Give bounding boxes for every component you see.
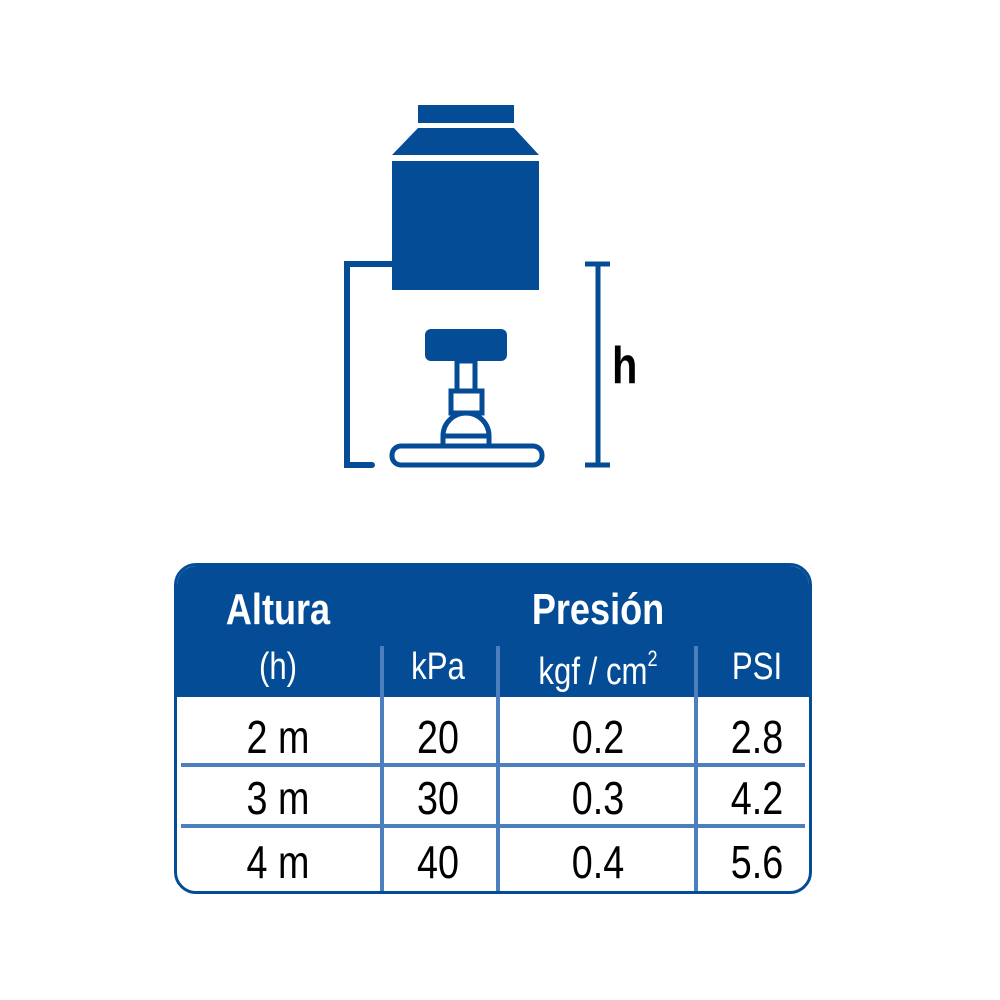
cell-height: 4 m [246, 836, 310, 888]
cell-kpa: 40 [417, 836, 459, 888]
header-kgf-superscript: 2 [647, 646, 658, 671]
header-kgf-text: kgf / cm [538, 651, 648, 693]
header-pressure: Presión [531, 585, 665, 634]
height-dimension-line [585, 261, 610, 468]
cell-kpa: 20 [417, 711, 459, 763]
cell-kgf: 0.2 [571, 711, 625, 763]
row-divider [181, 763, 805, 767]
header-psi: PSI [731, 646, 783, 688]
cell-height: 3 m [246, 772, 310, 824]
height-label: h [612, 337, 638, 395]
table-header [177, 566, 809, 697]
water-tank-icon [392, 105, 539, 290]
header-height: Altura [225, 585, 331, 634]
header-kpa: kPa [411, 646, 465, 688]
column-divider [496, 646, 500, 891]
tank-shower-illustration [344, 105, 610, 468]
row-divider [181, 824, 805, 828]
shower-head-icon [389, 329, 545, 468]
pipe [344, 261, 395, 468]
cell-psi: 5.6 [730, 836, 784, 888]
column-divider [380, 646, 384, 891]
cell-kpa: 30 [417, 772, 459, 824]
cell-kgf: 0.4 [571, 836, 625, 888]
cell-kgf: 0.3 [571, 772, 625, 824]
pressure-table: Altura Presión (h) kPa kgf / cm2 PSI 2 m… [174, 563, 812, 894]
column-divider [694, 646, 698, 891]
header-kgf: kgf / cm2 [538, 646, 658, 693]
cell-height: 2 m [246, 711, 310, 763]
cell-psi: 2.8 [730, 711, 784, 763]
cell-psi: 4.2 [730, 772, 784, 824]
header-height-sub: (h) [258, 646, 298, 688]
